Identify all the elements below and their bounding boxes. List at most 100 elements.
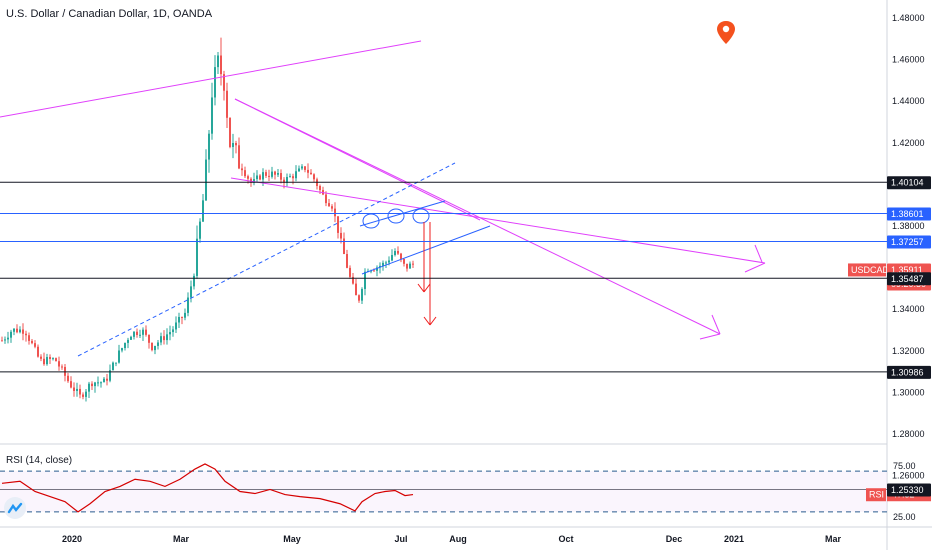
candle-body [397,250,399,254]
time-label-1: Mar [173,534,190,544]
candle-body [235,143,237,146]
time-label-3: Jul [394,534,407,544]
candle-body [112,362,114,371]
symbol-badge-text: USDCAD [851,265,890,275]
price-label-bg-6 [887,272,931,286]
chart-title: U.S. Dollar / Canadian Dollar, 1D, OANDA [6,8,213,20]
candle-body [214,67,216,98]
candle-body [271,171,273,177]
time-label-0: 2020 [62,534,82,544]
candle-body [169,332,171,335]
candle-body [289,176,291,178]
candle-body [127,339,129,343]
candle-body [76,388,78,391]
tradingview-logo-icon[interactable] [4,497,26,519]
candle-body [109,370,111,381]
candle-body [130,336,132,340]
candle-body [388,260,390,263]
price-tick-2: 1.44000 [892,96,925,106]
candle-body [67,375,69,382]
candle-body [202,200,204,222]
candle-body [82,394,84,397]
candle-body [166,334,168,341]
candle-body [262,172,264,180]
candle-body [217,55,219,68]
candle-body [379,265,381,268]
price-label-1: 1.38601 [891,209,924,219]
candle-body [295,171,297,179]
candle-body [85,391,87,397]
candle-body [124,342,126,349]
price-label-2: 1.37257 [891,237,924,247]
candle-body [373,270,375,272]
candle-body [400,253,402,260]
candle-body [340,232,342,239]
candle-body [22,329,24,334]
candle-body [100,382,102,384]
trend-line-down-long [234,98,721,335]
candle-body [106,378,108,381]
time-label-7: 2021 [724,534,744,544]
candle-body [364,271,366,289]
time-label-8: Mar [825,534,842,544]
candle-body [358,295,360,301]
candle-body [142,329,144,335]
candle-body [256,175,258,180]
candle-body [394,250,396,256]
candle-body [172,329,174,333]
drawings [0,40,766,357]
candle-body [292,176,294,179]
candle-body [25,333,27,336]
candle-body [352,276,354,284]
horizontal-lines [0,181,887,491]
candle-body [274,171,276,175]
rsi-tick-1: 25.00 [893,512,916,522]
rsi-title: RSI (14, close) [6,455,73,466]
candle-body [79,388,81,395]
candle-body [277,173,279,175]
candle-body [220,55,222,75]
candle-body [283,179,285,183]
candle-body [268,175,270,177]
candle-body [28,335,30,341]
price-tick-1: 1.46000 [892,55,925,65]
price-label-7: 1.30986 [891,367,924,377]
symbol-badge [848,263,886,277]
price-tick-3: 1.42000 [892,138,925,148]
candle-body [61,366,63,368]
candle-body [319,185,321,191]
candle-body [265,172,267,176]
candle-body [355,283,357,296]
pattern-circle-2 [412,208,430,224]
rsi-badge-bg [866,488,886,502]
price-tick-5: 1.34000 [892,304,925,314]
price-tick-4: 1.38000 [892,221,925,231]
candle-body [205,159,207,201]
price-tick-7: 1.30000 [892,387,925,397]
price-label-bg-0 [887,176,931,190]
candle-body [337,216,339,233]
candle-body [199,221,201,239]
time-label-2: May [283,534,301,544]
candle-body [280,173,282,180]
candle-body [70,381,72,388]
candle-body [238,145,240,169]
candle-body [286,176,288,183]
arrow-head-1a [417,283,425,293]
map-pin-icon[interactable] [717,21,735,44]
candle-body [148,334,150,343]
price-label-bg-2 [887,235,931,249]
candle-body [325,194,327,204]
price-tick-8: 1.28000 [892,429,925,439]
candle-body [253,179,255,183]
candle-body [151,342,153,351]
candle-body [139,334,141,336]
candle-body [88,383,90,392]
candle-body [55,358,57,362]
candle-body [73,387,75,391]
candle-body [19,329,21,333]
pattern-circle-0 [362,213,380,229]
candle-body [247,176,249,179]
